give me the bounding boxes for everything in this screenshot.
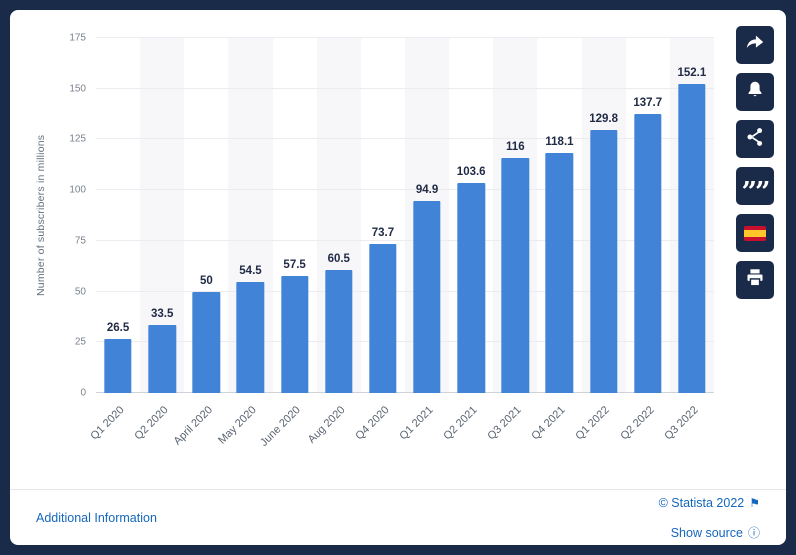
print-button[interactable] [736, 261, 774, 299]
bar-column: 73.7 [361, 38, 405, 393]
y-tick-label: 0 [80, 387, 86, 399]
y-tick-label: 100 [69, 184, 86, 196]
bar-value-label: 137.7 [633, 96, 663, 109]
bar [280, 276, 309, 393]
bar [192, 291, 221, 393]
y-tick-label: 125 [69, 133, 86, 145]
bar [501, 157, 530, 393]
share-button[interactable] [736, 26, 774, 64]
bar [104, 339, 132, 393]
cite-button[interactable]: ”” [736, 167, 774, 206]
bar-value-label: 103.6 [456, 165, 486, 178]
bar-column: 103.6 [449, 38, 493, 393]
bar [369, 243, 397, 393]
bar-value-label: 50 [199, 274, 213, 287]
bar-value-label: 94.9 [415, 183, 439, 196]
columns: 26.5 33.5 50 54.5 57.5 60.5 73.7 94.9 103.6 116 11… [96, 38, 714, 393]
bar-column: 60.5 [316, 38, 361, 393]
alert-button[interactable] [736, 73, 774, 111]
bar-column: 26.5 [96, 38, 140, 393]
flag-spain-icon [744, 225, 766, 241]
statista-copyright-link[interactable]: © Statista 2022 [658, 495, 745, 510]
y-tick-label: 150 [69, 83, 86, 95]
y-tick-label: 175 [69, 32, 86, 44]
bar-value-label: 54.5 [239, 265, 262, 278]
y-tick-label: 75 [74, 235, 86, 247]
y-axis-title: Number of subscribers in millions [35, 134, 47, 297]
bar-column: 57.5 [273, 38, 317, 393]
bar-column: 33.5 [140, 38, 185, 393]
footer: Additional Information © Statista 2022 ⚑ … [10, 489, 786, 545]
flag-marker-icon: ⚑ [749, 495, 760, 510]
additional-information-link[interactable]: Additional Information [36, 510, 157, 525]
bar-value-label: 33.5 [151, 308, 174, 321]
bar [457, 182, 485, 393]
bar-value-label: 57.5 [283, 259, 306, 272]
bar [678, 84, 706, 393]
bar-column: 118.1 [537, 38, 581, 393]
bar-value-label: 26.5 [106, 322, 130, 335]
share-network-button[interactable] [736, 120, 774, 158]
bar-column: 137.7 [626, 38, 670, 393]
x-axis-labels: Q1 2020 Q2 2020 April 2020 May 2020 June 202… [88, 396, 714, 468]
bar [325, 270, 353, 393]
bar-value-label: 116 [506, 140, 525, 153]
bar [148, 325, 176, 393]
share-nodes-icon [744, 126, 766, 153]
bar [236, 282, 265, 393]
action-icon-strip: ”” [736, 26, 774, 299]
show-source-link[interactable]: Show source [670, 525, 743, 540]
source-links: © Statista 2022 ⚑ Show source ⓘ [659, 488, 760, 547]
bar-column: 152.1 [669, 38, 714, 393]
x-tick-label: Q1 2020 [88, 404, 127, 443]
bar [413, 200, 441, 393]
bar-value-label: 129.8 [589, 112, 618, 125]
bar-value-label: 118.1 [545, 136, 574, 149]
bar-column: 50 [184, 38, 228, 393]
bar-column: 54.5 [228, 38, 273, 393]
bar-value-label: 73.7 [371, 226, 395, 239]
bar [589, 129, 618, 393]
language-button[interactable] [736, 214, 774, 252]
x-tick-cell: Q3 2022 [662, 396, 714, 468]
alert-bell-icon [744, 79, 766, 106]
bar-column: 129.8 [581, 38, 626, 393]
info-circle-icon: ⓘ [747, 525, 760, 540]
bar [545, 153, 574, 393]
y-tick-label: 50 [74, 286, 86, 298]
bar-value-label: 60.5 [327, 253, 350, 266]
share-icon [744, 32, 766, 59]
bar [634, 113, 662, 393]
bar-column: 116 [493, 38, 538, 393]
y-tick-label: 25 [74, 336, 86, 348]
bar-chart: Number of subscribers in millions 26.5 33… [32, 28, 714, 473]
chart-card: Number of subscribers in millions 26.5 33… [10, 10, 786, 545]
print-icon [744, 267, 766, 294]
bar-column: 94.9 [404, 38, 450, 393]
plot-area: 26.5 33.5 50 54.5 57.5 60.5 73.7 94.9 103.6 116 11… [69, 33, 714, 399]
bar-value-label: 152.1 [677, 67, 707, 80]
